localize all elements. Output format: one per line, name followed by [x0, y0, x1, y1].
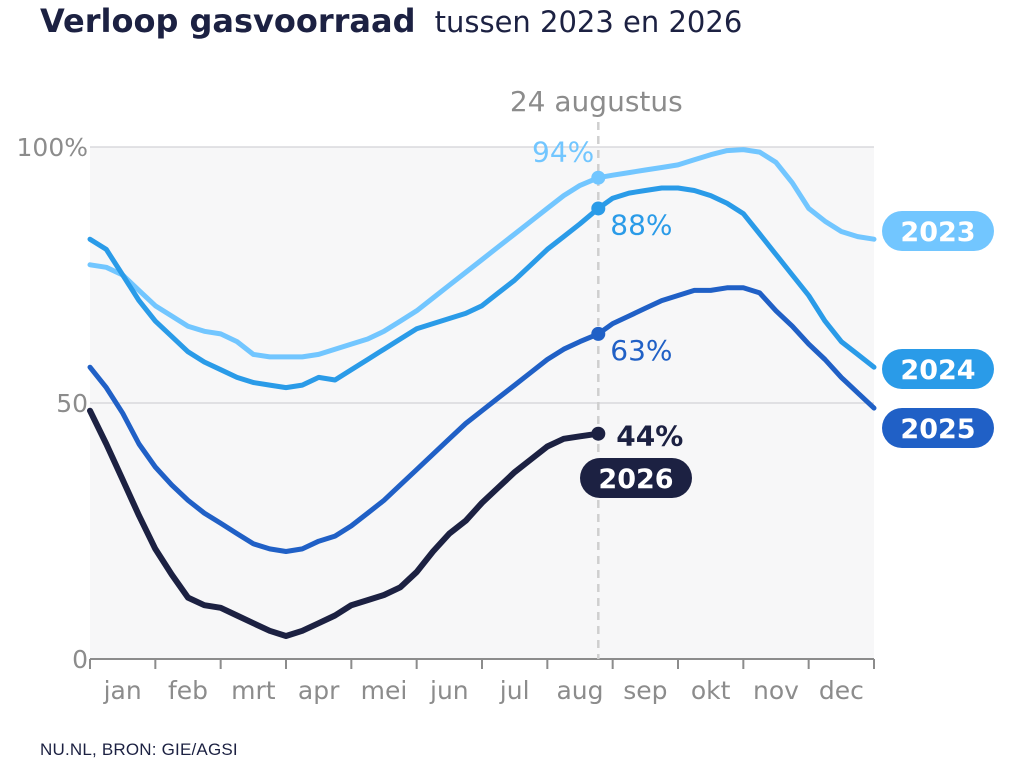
legend-badge-label: 2026 [598, 464, 673, 495]
date-marker-label: 24 augustus [510, 85, 683, 118]
marker-dot-2026 [591, 426, 606, 441]
month-label: sep [623, 676, 667, 705]
marker-dot-2025 [591, 326, 606, 341]
legend-badge-background [882, 211, 994, 251]
value-label-2026: 44% [616, 420, 683, 453]
series-line-2025 [87, 285, 877, 554]
month-label: jan [103, 676, 142, 705]
legend-badge-background [882, 408, 994, 448]
month-label: jul [499, 676, 530, 705]
value-label-2025: 63% [610, 334, 672, 367]
month-label: nov [753, 676, 799, 705]
y-tick-label: 100% [17, 133, 88, 162]
chart-heading: Verloop gasvoorraad tussen 2023 en 2026 [40, 2, 742, 40]
legend-badge-background [882, 349, 994, 389]
marker-dot-2023 [591, 170, 606, 185]
month-label: feb [168, 676, 208, 705]
value-label-2023: 94% [532, 136, 594, 169]
marker-dot-2024 [591, 201, 606, 216]
legend-badge-label: 2023 [900, 217, 975, 248]
month-label: jun [429, 676, 469, 705]
legend-badge-2026: 2026 [580, 458, 692, 498]
month-label: aug [556, 676, 603, 705]
chart-title: Verloop gasvoorraad [40, 2, 416, 40]
month-label: apr [298, 676, 340, 705]
legend-badge-2025: 2025 [882, 408, 994, 448]
source-credit: NU.NL, BRON: GIE/AGSI [40, 740, 238, 759]
series-line-2024 [87, 185, 877, 391]
month-label: mrt [231, 676, 276, 705]
month-label: okt [691, 676, 731, 705]
y-tick-label: 0 [72, 645, 88, 674]
legend-badge-background [580, 458, 692, 498]
chart-subtitle: tussen 2023 en 2026 [434, 5, 743, 39]
legend-badge-2024: 2024 [882, 349, 994, 389]
series-line-2026 [87, 407, 602, 639]
legend-badge-label: 2024 [900, 355, 975, 386]
legend-badge-2023: 2023 [882, 211, 994, 251]
value-label-2024: 88% [610, 208, 672, 241]
y-tick-label: 50 [56, 389, 88, 418]
month-label: dec [819, 676, 864, 705]
series-line-2023 [87, 147, 877, 360]
month-label: mei [361, 676, 408, 705]
legend-badge-label: 2025 [900, 414, 975, 445]
